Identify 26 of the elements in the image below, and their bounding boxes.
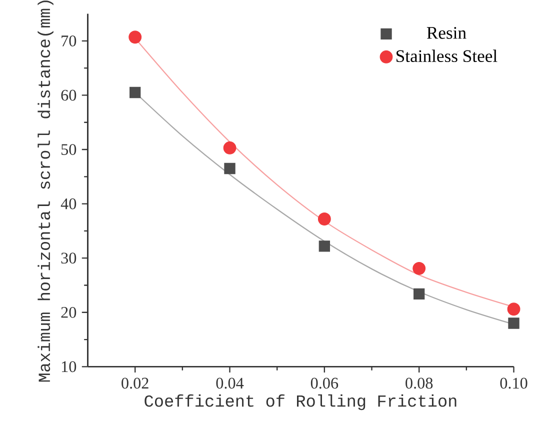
legend-label: Resin <box>426 26 466 39</box>
point <box>224 162 236 174</box>
x-tick-label: 0.10 <box>500 378 528 389</box>
point <box>130 86 141 98</box>
point <box>507 302 520 316</box>
y-axis-title: Maximum horizontal scroll distance(mm) <box>38 0 54 382</box>
x-tick-label: 0.02 <box>122 378 148 389</box>
point <box>318 240 330 252</box>
y-tick-label: 40 <box>60 198 76 210</box>
y-tick-label: 50 <box>62 144 76 155</box>
point <box>414 288 425 300</box>
y-tick-label: 70 <box>62 35 76 46</box>
point <box>508 318 520 329</box>
y-tick-label: 20 <box>61 306 76 318</box>
x-tick-label: 0.08 <box>406 378 433 389</box>
point <box>223 141 236 154</box>
legend-label: Stainless Steel <box>396 50 498 62</box>
point <box>318 212 331 226</box>
y-tick-label: 10 <box>62 361 76 372</box>
x-tick-label: 0.06 <box>310 378 338 389</box>
y-tick-label: 30 <box>61 252 76 264</box>
point <box>128 30 142 44</box>
x-tick-label: 0.04 <box>216 378 244 389</box>
point <box>412 262 426 275</box>
y-tick-label: 60 <box>61 90 76 101</box>
x-axis-title: Coefficient of Rolling Friction <box>144 394 456 410</box>
